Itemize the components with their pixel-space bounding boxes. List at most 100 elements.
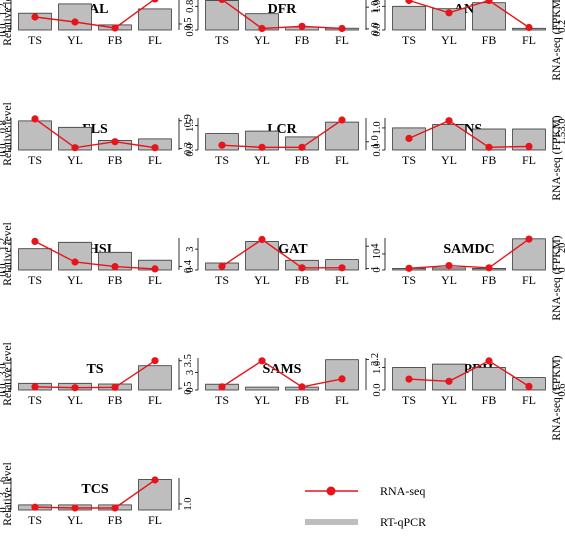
category-label: TS	[28, 513, 42, 527]
right-tick-label: 0.2	[557, 20, 565, 33]
qpcr-bar	[245, 241, 279, 271]
right-tick-label: 0.4	[183, 259, 194, 273]
qpcr-bar	[432, 363, 466, 391]
right-tick-label: 0.6	[557, 383, 565, 396]
rnaseq-line	[408, 238, 530, 269]
rnaseq-point	[338, 116, 346, 124]
rnaseq-point	[31, 237, 39, 245]
rnaseq-point	[485, 357, 493, 365]
category-label: YL	[67, 513, 83, 527]
category-label: TS	[28, 153, 42, 167]
rnaseq-line	[34, 0, 155, 29]
right-tick-label: 0.3	[183, 142, 194, 155]
left-tick-label: 1.0	[372, 0, 383, 13]
rnaseq-point	[218, 262, 226, 270]
qpcr-bar	[245, 386, 279, 391]
right-tick-label: 0.5	[183, 17, 194, 30]
category-label: FB	[482, 393, 497, 407]
left-tick-label: 3	[185, 247, 196, 252]
qpcr-bar	[472, 367, 506, 391]
panel-title: DFR	[268, 2, 298, 17]
rnaseq-point	[525, 382, 533, 390]
rnaseq-point	[338, 264, 346, 272]
rnaseq-point	[258, 24, 266, 33]
panel-title: SAMS	[263, 362, 302, 377]
category-label: YL	[441, 393, 457, 407]
category-label: TS	[215, 393, 229, 407]
rnaseq-point	[485, 264, 493, 272]
panel-title: TS	[86, 362, 103, 377]
right-tick-label: 1.0	[370, 135, 381, 148]
rnaseq-line	[34, 479, 156, 509]
rnaseq-point	[151, 0, 159, 3]
qpcr-bar	[18, 248, 52, 271]
category-label: TS	[215, 273, 229, 287]
category-label: TS	[28, 33, 42, 47]
left-tick-label: 1.5	[185, 119, 196, 132]
rnaseq-point	[71, 504, 79, 512]
rnaseq-line	[34, 360, 156, 389]
rnaseq-line	[221, 119, 343, 149]
rnaseq-point	[445, 262, 453, 270]
panel-ts: TS TS YL FB FL 0.0 3.0 0.5 3.5	[0, 354, 194, 407]
left-tick-label: 0	[185, 387, 196, 392]
y-label-right: RNA-seq (FPKM)	[551, 235, 563, 320]
category-label: FL	[335, 393, 349, 407]
category-label: YL	[441, 33, 457, 47]
rnaseq-point	[298, 383, 306, 391]
qpcr-bar	[138, 365, 172, 391]
qpcr-bar	[432, 8, 466, 31]
right-tick-label: 3.0	[557, 119, 565, 132]
right-tick-label: 20	[557, 243, 565, 254]
rnaseq-point	[298, 22, 306, 30]
rnaseq-point	[485, 0, 493, 5]
rnaseq-line	[408, 0, 530, 29]
rnaseq-point	[31, 383, 39, 391]
rnaseq-point	[405, 264, 413, 272]
left-tick-label: 3	[185, 370, 196, 375]
right-tick-label: 1.0	[183, 497, 194, 510]
category-label: TS	[215, 33, 229, 47]
category-label: FL	[148, 513, 162, 527]
rnaseq-point	[111, 138, 119, 146]
right-tick-label: 0.0	[370, 22, 381, 35]
left-tick-label: 0.0	[372, 383, 383, 396]
left-tick-label: 0.0	[372, 143, 383, 156]
rnaseq-line	[408, 119, 530, 149]
qpcr-bar	[138, 8, 172, 31]
category-label: YL	[67, 33, 83, 47]
qpcr-bar	[325, 359, 359, 391]
rnaseq-point	[445, 117, 453, 125]
left-tick-label: 0	[372, 267, 383, 272]
category-label: FB	[295, 33, 310, 47]
left-tick-label: 1.0	[372, 361, 383, 374]
rnaseq-point	[338, 24, 346, 33]
category-label: TS	[28, 393, 42, 407]
left-tick-label: 0.8	[185, 0, 196, 13]
rnaseq-point	[71, 258, 79, 266]
rnaseq-point	[298, 143, 306, 151]
right-tick-label: 3.5	[183, 354, 194, 367]
legend-rna-marker	[326, 486, 336, 496]
rnaseq-point	[31, 503, 39, 511]
qpcr-bar	[325, 121, 359, 151]
category-label: TS	[402, 393, 416, 407]
left-tick-label: 3.0	[0, 363, 9, 376]
left-tick-label: 0.0	[185, 143, 196, 156]
category-label: FL	[335, 273, 349, 287]
right-tick-label: 0.5	[183, 382, 194, 395]
rnaseq-point	[258, 143, 266, 151]
right-tick-label: 2.2	[370, 353, 381, 366]
panel-title: TCS	[81, 482, 108, 497]
left-tick-label: 0.0	[0, 143, 9, 156]
rnaseq-point	[31, 13, 39, 21]
category-label: FB	[295, 273, 310, 287]
left-tick-label: 0	[0, 507, 9, 512]
rnaseq-point	[71, 384, 79, 392]
